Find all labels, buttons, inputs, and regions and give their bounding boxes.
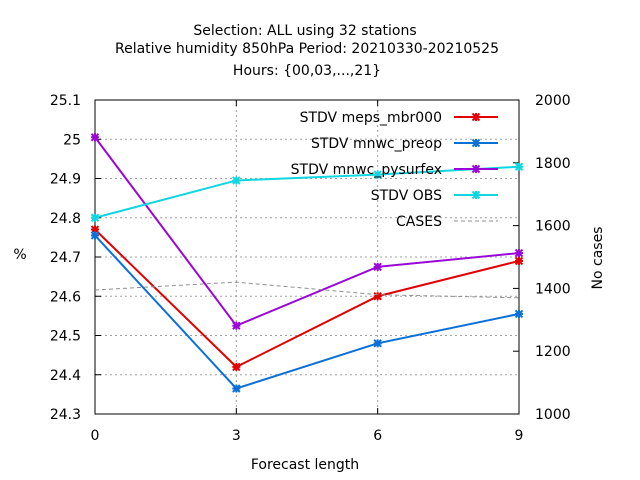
series-point <box>90 133 100 142</box>
y2-tick-label: 1800 <box>535 156 571 172</box>
y2-tick-label: 1600 <box>535 219 571 235</box>
legend-marker <box>471 164 481 174</box>
series-point <box>373 262 382 272</box>
x-tick-label: 9 <box>515 428 524 444</box>
legend-marker <box>471 138 481 148</box>
legend-marker <box>471 112 481 122</box>
tick-labels: 0 3 6 9 24.3 24.4 24.5 24.6 24.7 24.8 24.9 25 25.1 10… <box>50 93 571 444</box>
series-point <box>232 176 241 185</box>
series-point <box>373 170 382 179</box>
series-line <box>94 234 520 390</box>
y-axis-label: % <box>13 247 26 263</box>
x-tick-label: 0 <box>91 428 100 444</box>
y-tick-label: 24.4 <box>50 368 81 384</box>
y-tick-label: 24.3 <box>50 407 81 423</box>
series-point <box>232 321 241 330</box>
legend-label: STDV OBS <box>371 188 442 204</box>
x-tick-label: 6 <box>373 428 382 444</box>
chart-title-line-1: Selection: ALL using 32 stations <box>193 23 416 39</box>
series-point <box>514 309 524 319</box>
series-line <box>94 136 520 327</box>
y2-tick-label: 1400 <box>535 281 571 297</box>
legend-label: STDV mnwc_pysurfex <box>291 162 442 178</box>
series-line <box>94 228 520 369</box>
series-point <box>514 256 524 266</box>
chart-title-line-2: Relative humidity 850hPa Period: 2021033… <box>115 41 499 57</box>
series-point <box>90 213 100 222</box>
series-line <box>94 281 520 299</box>
y2-tick-label: 2000 <box>535 93 571 109</box>
y-tick-label: 24.9 <box>50 172 81 188</box>
y-tick-label: 25 <box>63 132 81 148</box>
legend: STDV meps_mbr000 STDV mnwc_preop STDV mnwc… <box>291 110 498 230</box>
y-tick-label: 24.7 <box>50 250 81 266</box>
series-point <box>232 384 241 393</box>
series-point <box>373 292 382 301</box>
legend-label: STDV mnwc_preop <box>311 136 442 152</box>
legend-label: STDV meps_mbr000 <box>300 110 442 126</box>
series-lines <box>90 133 524 393</box>
chart-title-line-3: Hours: {00,03,...,21} <box>233 63 381 79</box>
y2-tick-label: 1200 <box>535 344 571 360</box>
y-tick-label: 24.6 <box>50 289 81 305</box>
series-point <box>90 231 100 240</box>
series-point <box>373 339 382 348</box>
series-point <box>514 248 524 258</box>
series-point <box>90 225 100 234</box>
legend-marker <box>471 190 481 200</box>
series-line <box>94 165 520 219</box>
legend-label: CASES <box>396 214 442 230</box>
y-tick-label: 25.1 <box>50 93 81 109</box>
x-tick-label: 3 <box>232 428 241 444</box>
series-point <box>232 362 241 372</box>
y-tick-label: 24.8 <box>50 211 81 227</box>
y-tick-label: 24.5 <box>50 329 81 345</box>
x-axis-label: Forecast length <box>251 457 359 473</box>
y2-axis-label: No cases <box>590 227 606 290</box>
y2-tick-label: 1000 <box>535 407 571 423</box>
series-point <box>514 162 524 171</box>
